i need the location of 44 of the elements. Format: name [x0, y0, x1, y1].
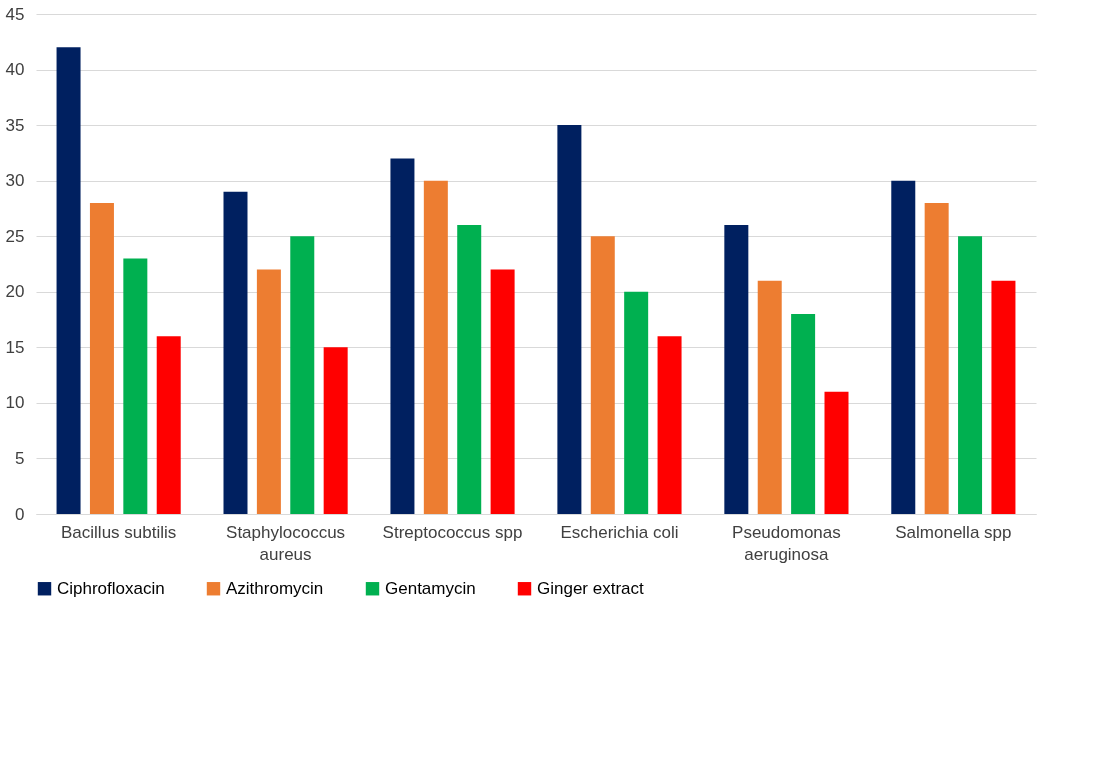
bar [256, 269, 281, 514]
x-tick-label: Bacillus subtilis [61, 522, 177, 542]
bar [390, 158, 415, 514]
bar [757, 280, 782, 514]
bar [891, 180, 916, 514]
y-tick-label: 40 [5, 60, 25, 80]
bar [423, 180, 448, 514]
y-tick-label: 25 [5, 226, 25, 246]
bar [991, 280, 1016, 514]
bar [56, 47, 81, 514]
bar [624, 291, 649, 514]
bar [791, 314, 816, 514]
y-tick-label: 30 [5, 171, 25, 191]
bar [724, 225, 749, 514]
bar [924, 202, 949, 514]
bar [824, 391, 849, 514]
y-tick-label: 45 [5, 4, 25, 24]
y-tick-label: 0 [15, 504, 25, 524]
legend-label: Azithromycin [226, 578, 324, 598]
bar [590, 236, 615, 514]
bar [156, 336, 181, 514]
x-tick-label: Streptococcus spp [382, 522, 523, 542]
bar [557, 125, 582, 514]
legend-label: Gentamycin [385, 578, 476, 598]
legend-label: Ginger extract [537, 578, 645, 598]
x-tick-label: Pseudomonas aeruginosa [732, 522, 841, 564]
bar [290, 236, 315, 514]
y-tick-label: 5 [15, 448, 25, 468]
bar [123, 258, 148, 514]
bar [958, 236, 983, 514]
y-tick-label: 20 [5, 282, 25, 302]
y-tick-label: 35 [5, 115, 25, 135]
legend-label: Ciphrofloxacin [57, 578, 165, 598]
bar [457, 225, 482, 514]
bar [323, 347, 348, 514]
bar [223, 191, 248, 514]
x-tick-label: Escherichia coli [560, 522, 679, 542]
y-tick-label: 15 [5, 337, 25, 357]
bar [89, 202, 114, 514]
x-tick-label: Staphylococcus aureus [226, 522, 346, 564]
bar [657, 336, 682, 514]
bar [490, 269, 515, 514]
y-tick-label: 10 [5, 393, 25, 413]
x-tick-label: Salmonella spp [895, 522, 1012, 542]
